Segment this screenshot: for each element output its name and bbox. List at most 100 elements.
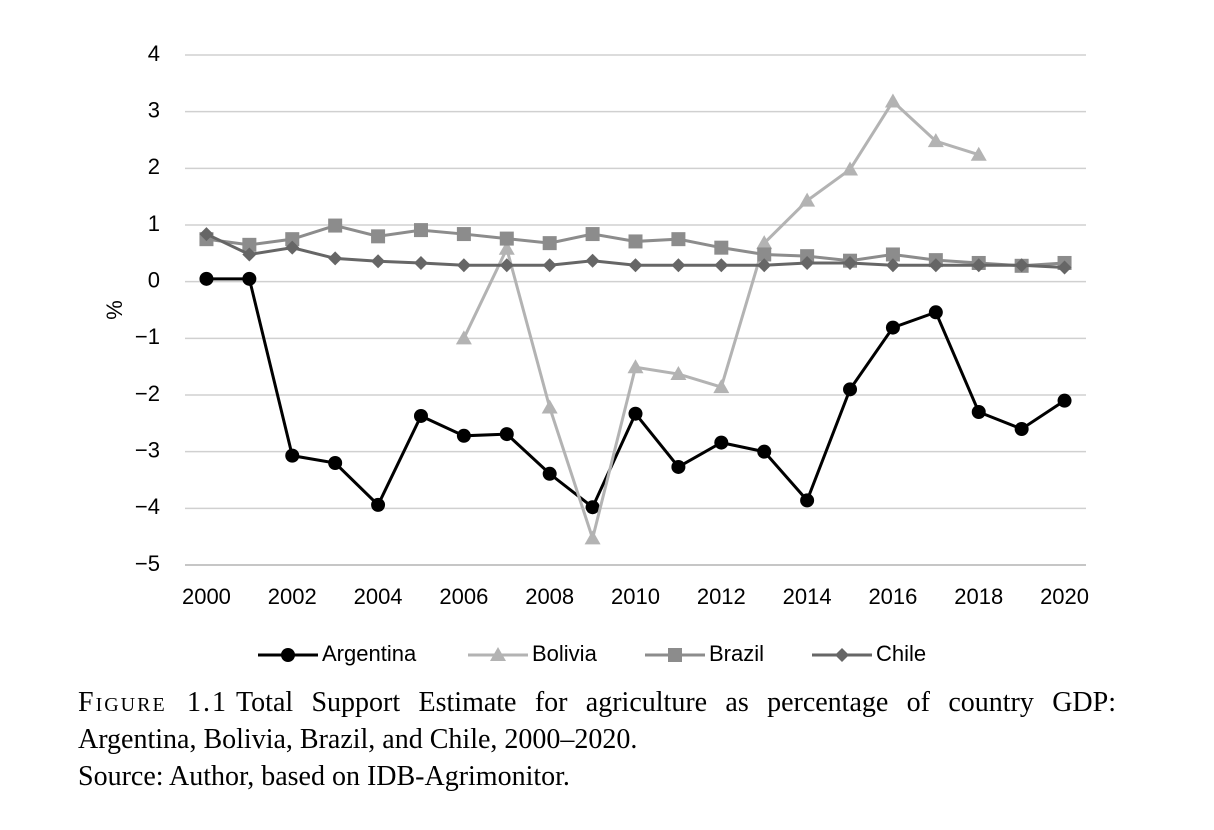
marker	[800, 255, 815, 270]
marker	[970, 146, 987, 161]
marker	[584, 530, 601, 545]
caption-source: Source: Author, based on IDB-Agrimonitor…	[78, 761, 570, 792]
marker	[285, 232, 300, 247]
x-tick-label: 2010	[611, 584, 660, 609]
marker	[799, 192, 816, 207]
marker	[455, 330, 472, 345]
marker	[671, 258, 686, 273]
marker	[628, 258, 643, 273]
marker	[242, 271, 257, 286]
marker	[714, 258, 729, 273]
marker	[1057, 393, 1072, 408]
y-axis-label: %	[102, 300, 127, 320]
y-tick-label: −3	[135, 437, 160, 462]
marker	[498, 240, 515, 255]
marker	[1057, 260, 1072, 275]
marker	[585, 253, 600, 268]
marker	[499, 427, 514, 442]
marker	[585, 227, 600, 242]
marker	[1014, 422, 1029, 436]
marker	[843, 255, 858, 270]
marker	[671, 459, 686, 474]
marker	[285, 240, 300, 255]
marker	[714, 240, 729, 255]
marker	[413, 255, 428, 270]
marker	[456, 258, 471, 273]
marker	[885, 258, 900, 273]
marker	[281, 648, 295, 662]
marker	[456, 428, 471, 443]
y-tick-label: −2	[135, 381, 160, 406]
legend-label: Chile	[876, 641, 926, 666]
caption-body: Total Support Estimate for agriculture a…	[78, 687, 1116, 755]
legend-label: Bolivia	[532, 641, 598, 666]
legend-label: Argentina	[322, 641, 417, 666]
marker	[756, 235, 773, 250]
caption-text: Figure 1.1 Total Support Estimate for agr…	[78, 684, 1116, 758]
marker	[670, 366, 687, 381]
marker	[542, 236, 557, 251]
marker	[328, 251, 343, 266]
marker	[927, 133, 944, 148]
marker	[971, 405, 986, 419]
chart: % −5 −4 −3 −2 −1 0 1 2 3 4 2000 2002 2004 2006 2008 201…	[102, 41, 1089, 666]
x-tick-label: 2006	[439, 584, 488, 609]
x-tick-label: 2012	[697, 584, 746, 609]
x-tick-label: 2000	[182, 584, 231, 609]
marker	[456, 227, 471, 242]
marker	[541, 399, 558, 414]
marker	[928, 305, 943, 320]
marker	[413, 223, 428, 238]
marker	[713, 379, 730, 394]
y-tick-label: 2	[148, 154, 160, 179]
marker	[628, 406, 643, 421]
marker	[843, 382, 858, 397]
y-tick-label: −5	[135, 551, 160, 576]
marker	[285, 448, 300, 463]
marker	[884, 93, 901, 108]
marker	[757, 444, 772, 459]
x-tick-label: 2020	[1040, 584, 1089, 609]
marker	[842, 161, 859, 176]
y-tick-label: −4	[135, 494, 160, 519]
marker	[627, 359, 644, 374]
marker	[242, 247, 257, 262]
marker	[757, 258, 772, 273]
marker	[490, 647, 506, 661]
x-tick-label: 2016	[868, 584, 917, 609]
legend-label: Brazil	[709, 641, 764, 666]
x-tick-label: 2018	[954, 584, 1003, 609]
y-tick-label: 0	[148, 267, 160, 292]
y-tick-label: 1	[148, 211, 160, 236]
marker	[885, 320, 900, 335]
marker	[835, 648, 849, 662]
marker	[1014, 258, 1029, 273]
marker	[585, 500, 600, 515]
marker	[371, 497, 386, 512]
marker	[413, 408, 428, 423]
x-tick-label: 2004	[354, 584, 403, 609]
marker	[714, 435, 729, 450]
y-tick-label: −1	[135, 324, 160, 349]
marker	[199, 227, 214, 242]
marker	[542, 466, 557, 481]
marker	[499, 231, 514, 246]
marker	[328, 218, 343, 233]
x-tick-label: 2002	[268, 584, 317, 609]
marker	[371, 254, 386, 269]
marker	[499, 258, 514, 273]
marker	[971, 258, 986, 273]
x-tick-label: 2008	[525, 584, 574, 609]
marker	[328, 456, 343, 470]
marker	[757, 247, 772, 262]
marker	[800, 493, 815, 508]
marker	[628, 234, 643, 249]
figure-label: Figure 1.1	[78, 687, 229, 718]
y-tick-label: 3	[148, 97, 160, 122]
marker	[542, 258, 557, 273]
marker	[671, 232, 686, 247]
caption: Figure 1.1 Total Support Estimate for agr…	[78, 684, 1116, 795]
marker	[928, 258, 943, 273]
series-line	[462, 99, 980, 544]
